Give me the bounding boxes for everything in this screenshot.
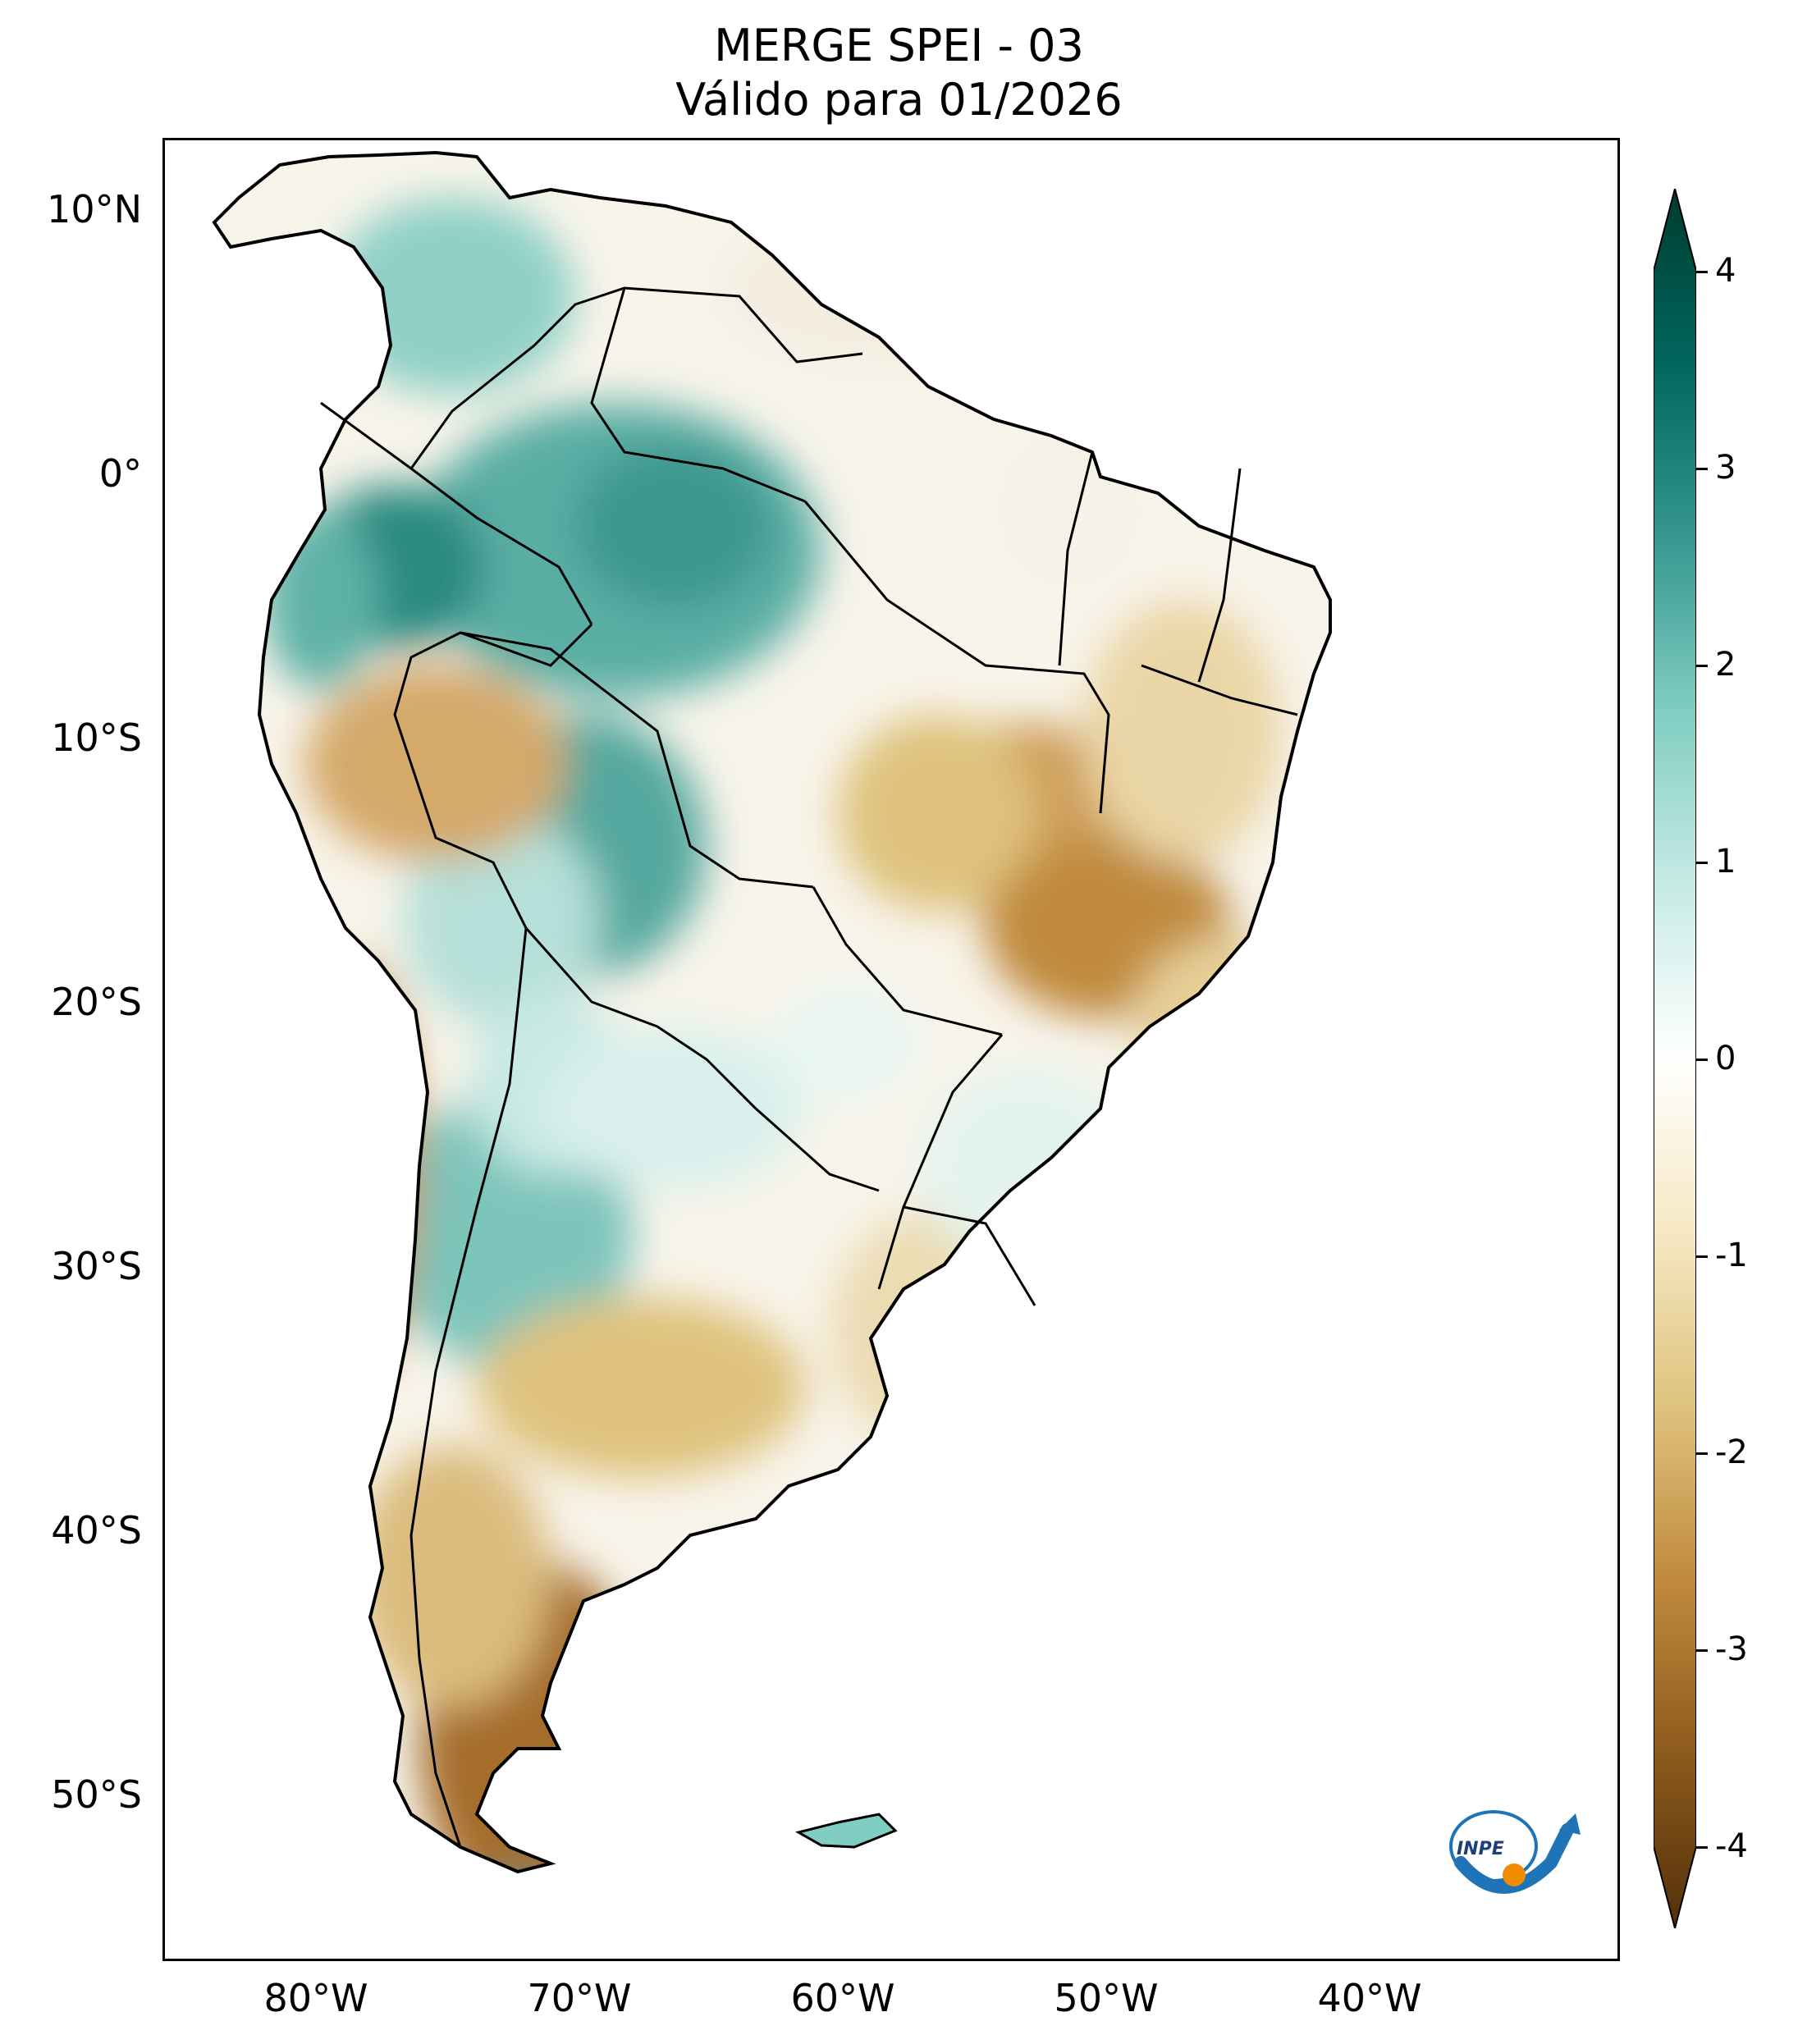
lat-label: 50°S (51, 1772, 142, 1817)
lon-label: 60°W (790, 1976, 895, 2020)
lat-label: 10°S (51, 716, 142, 760)
colorbar-tick (1696, 1846, 1708, 1849)
colorbar-tick (1696, 665, 1708, 667)
colorbar-label: 0 (1715, 1040, 1736, 1077)
map-subtitle: Válido para 01/2026 (675, 74, 1123, 126)
inpe-logo: INPE (1449, 1810, 1581, 1894)
colorbar-label: -4 (1715, 1827, 1748, 1865)
lon-label: 50°W (1054, 1976, 1159, 2020)
logo-text: INPE (1457, 1839, 1504, 1859)
colorbar-label: 2 (1715, 646, 1736, 684)
lat-label: 10°N (47, 187, 142, 231)
colorbar-tick (1696, 862, 1708, 864)
falkland-islands (795, 1813, 898, 1849)
spei-field (214, 153, 1330, 1872)
colorbar-label: -1 (1715, 1237, 1748, 1274)
colorbar-label: 4 (1715, 252, 1736, 290)
map-panel (162, 138, 1620, 1961)
lat-label: 20°S (51, 980, 142, 1024)
lat-label: 0° (98, 451, 142, 496)
lon-label: 80°W (263, 1976, 368, 2020)
map-title: MERGE SPEI - 03 (714, 20, 1084, 71)
colorbar-label: 1 (1715, 843, 1736, 880)
colorbar-label: 3 (1715, 449, 1736, 487)
colorbar-label: -3 (1715, 1630, 1748, 1668)
south-america-map (213, 151, 1332, 1873)
colorbar (1654, 189, 1696, 1928)
lon-label: 40°W (1317, 1976, 1422, 2020)
lat-label: 30°S (51, 1244, 142, 1288)
colorbar-tick (1696, 1452, 1708, 1455)
lat-label: 40°S (51, 1508, 142, 1552)
colorbar-tick (1696, 468, 1708, 470)
colorbar-tick (1696, 271, 1708, 273)
country-borders (320, 286, 1298, 1848)
colorbar-tick (1696, 1059, 1708, 1061)
colorbar-tick (1696, 1255, 1708, 1258)
colorbar-label: -2 (1715, 1434, 1748, 1471)
lon-label: 70°W (527, 1976, 632, 2020)
colorbar-tick (1696, 1649, 1708, 1652)
